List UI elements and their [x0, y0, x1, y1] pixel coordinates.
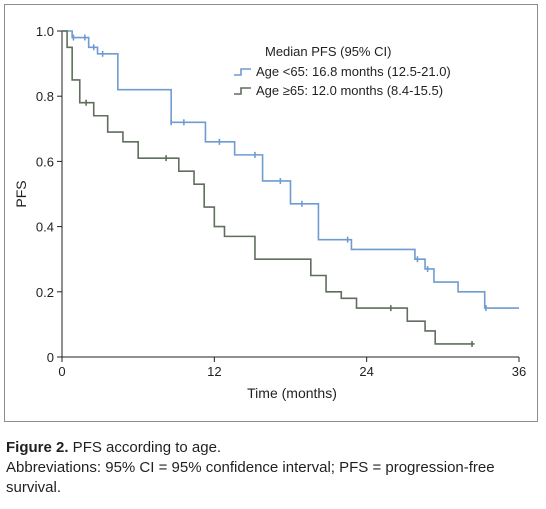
x-tick-label: 24: [359, 364, 373, 379]
caption-title: PFS according to age.: [68, 439, 222, 456]
legend-label-1: Age <65: 16.8 months (12.5-21.0): [256, 64, 451, 79]
y-tick-label: 1.0: [36, 24, 54, 39]
legend-swatch-1: [234, 68, 251, 76]
y-tick-label: 0.8: [36, 89, 54, 104]
series-line-1: [62, 30, 519, 309]
x-axis-label: Time (months): [247, 385, 337, 401]
y-tick-label: 0.4: [36, 220, 54, 235]
legend-swatch-2: [234, 87, 251, 95]
x-tick-group: 0 12 24 36: [58, 357, 526, 379]
caption-title-line: Figure 2. PFS according to age.: [6, 438, 542, 458]
km-chart: 0 0.2 0.4 0.6 0.8 1.0 0 12 24 36 PFS Time (month…: [13, 24, 526, 401]
x-tick-label: 12: [207, 364, 221, 379]
figure-caption: Figure 2. PFS according to age. Abbrevia…: [6, 438, 542, 498]
y-tick-label: 0.2: [36, 285, 54, 300]
y-tick-group: 0 0.2 0.4 0.6 0.8 1.0: [36, 24, 62, 365]
x-tick-label: 36: [512, 364, 526, 379]
figure-frame: [4, 4, 538, 422]
caption-abbreviations: Abbreviations: 95% CI = 95% confidence i…: [6, 459, 495, 496]
series-group: [62, 30, 519, 347]
series-line-2: [62, 30, 475, 345]
legend-title: Median PFS (95% CI): [265, 44, 391, 59]
legend-entries: Age <65: 16.8 months (12.5-21.0) Age ≥65:…: [234, 64, 451, 98]
y-tick-label: 0: [47, 350, 54, 365]
x-tick-label: 0: [58, 364, 65, 379]
legend: Median PFS (95% CI) Age <65: 16.8 months…: [234, 44, 451, 98]
y-axis-label: PFS: [13, 180, 29, 207]
y-tick-label: 0.6: [36, 154, 54, 169]
legend-label-2: Age ≥65: 12.0 months (8.4-15.5): [256, 83, 443, 98]
figure-label: Figure 2.: [6, 439, 69, 456]
